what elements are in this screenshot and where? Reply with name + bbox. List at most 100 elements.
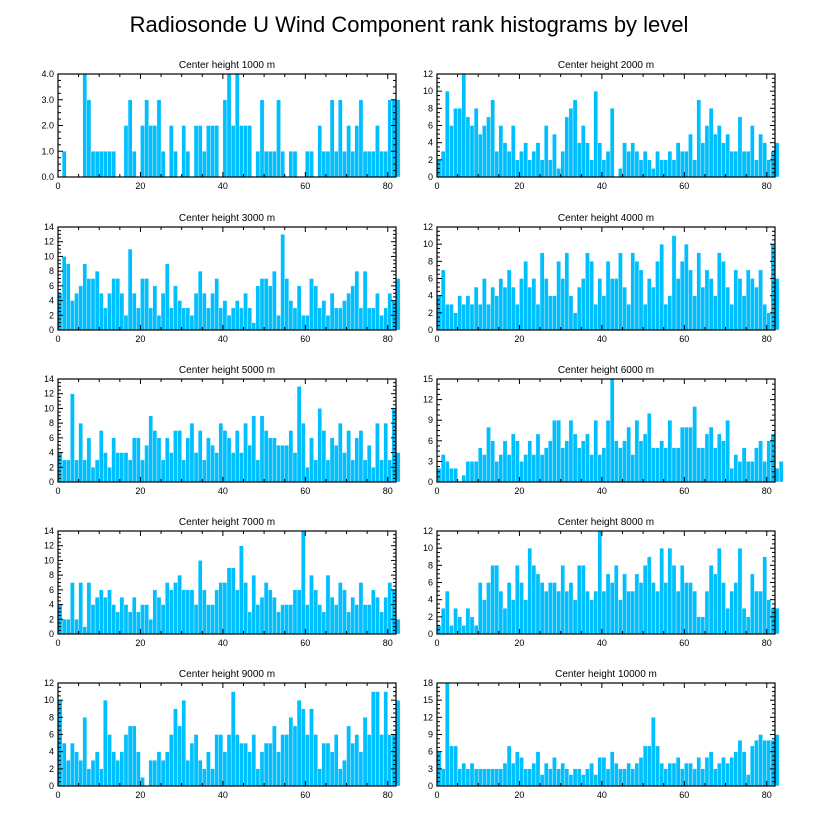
x-tick-label: 40 <box>597 181 607 191</box>
bar <box>511 125 516 178</box>
bar <box>107 467 112 483</box>
bar <box>527 159 532 178</box>
bar <box>395 99 401 178</box>
bar <box>379 734 384 787</box>
bar <box>680 565 685 635</box>
bar <box>527 440 532 483</box>
bar <box>206 604 211 635</box>
bar <box>189 589 195 635</box>
bar <box>758 440 763 483</box>
bar <box>626 304 631 331</box>
bar <box>556 420 561 483</box>
bar <box>692 590 697 635</box>
x-tick-label: 0 <box>55 638 60 648</box>
bar <box>469 461 475 483</box>
bar <box>449 304 454 331</box>
bar <box>523 454 528 483</box>
bar <box>123 315 129 331</box>
bar <box>494 768 500 787</box>
bar <box>259 597 265 635</box>
bar <box>511 762 516 787</box>
bar <box>729 468 734 483</box>
bar <box>461 762 467 787</box>
bar <box>346 611 351 635</box>
x-tick-label: 40 <box>218 181 228 191</box>
bar <box>675 278 681 331</box>
bar <box>119 293 125 331</box>
bar <box>210 125 215 178</box>
bar <box>156 99 162 178</box>
bar <box>152 760 158 787</box>
bar <box>494 461 500 483</box>
bar <box>185 760 191 787</box>
bar <box>712 133 718 178</box>
bar <box>206 751 211 787</box>
bar <box>634 151 640 178</box>
bar <box>144 278 149 331</box>
bar <box>235 73 240 178</box>
subplot-title: Center height 10000 m <box>555 669 657 680</box>
bar <box>218 582 224 635</box>
bar <box>189 742 195 787</box>
bar <box>226 567 232 635</box>
bar <box>663 447 669 483</box>
bar <box>333 734 339 787</box>
y-tick-label: 0 <box>49 781 54 791</box>
y-tick-label: 0 <box>428 172 433 182</box>
bar <box>572 599 578 635</box>
bar <box>758 133 763 178</box>
bar <box>70 582 75 635</box>
y-tick-label: 0 <box>49 477 54 487</box>
bar <box>630 768 636 787</box>
x-tick-label: 80 <box>762 638 772 648</box>
x-tick-label: 60 <box>679 486 689 496</box>
bar <box>383 691 388 787</box>
bar <box>115 452 121 483</box>
bar <box>78 760 83 787</box>
bar <box>309 708 314 787</box>
bar <box>531 278 537 331</box>
bar <box>99 293 104 331</box>
bar <box>366 445 372 483</box>
y-tick-label: 2 <box>428 155 433 165</box>
bar <box>465 295 471 331</box>
bar <box>622 440 627 483</box>
bar <box>655 447 660 483</box>
x-tick-label: 0 <box>55 790 60 800</box>
bar <box>568 295 574 331</box>
bar <box>618 447 623 483</box>
bar <box>144 99 149 178</box>
bar <box>708 751 714 787</box>
y-tick-label: 2 <box>49 614 54 624</box>
bar <box>309 437 314 483</box>
bar <box>338 582 343 635</box>
x-tick-label: 20 <box>135 790 145 800</box>
bar <box>243 125 248 178</box>
bar <box>700 447 706 483</box>
bar <box>667 151 673 178</box>
bar <box>127 99 133 178</box>
bar <box>379 315 384 331</box>
x-tick-label: 80 <box>383 486 393 496</box>
bar <box>86 99 92 178</box>
bar <box>774 608 780 635</box>
bar <box>177 725 182 787</box>
bar <box>692 159 697 178</box>
panel-10: Center height 10000 m 0 20 40 60 80 0 3 6 9 12 15 18 <box>423 669 780 800</box>
bar <box>758 590 763 635</box>
bar <box>313 589 318 635</box>
bar <box>99 430 104 483</box>
bar <box>647 413 652 483</box>
bar <box>543 762 549 787</box>
bar <box>210 768 215 787</box>
bar <box>490 286 495 331</box>
bar <box>647 159 652 178</box>
bar <box>618 252 623 331</box>
bar <box>461 73 467 178</box>
bar <box>160 760 166 787</box>
y-tick-label: 0 <box>428 781 433 791</box>
bar <box>527 768 532 787</box>
bar <box>383 151 388 178</box>
x-tick-label: 0 <box>434 181 439 191</box>
bar <box>202 151 207 178</box>
